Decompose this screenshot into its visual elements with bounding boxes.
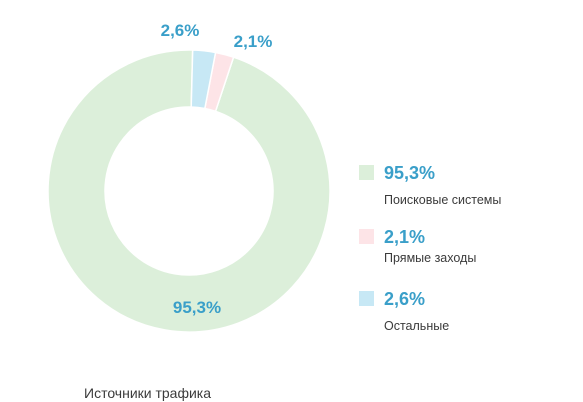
slice-search [47,49,331,333]
legend-label-other: Остальные [384,319,450,333]
donut-slice-labels: 95,3% 2,1% 2,6% [161,21,273,317]
legend-item-direct: 2,1% Прямые заходы [357,226,557,276]
legend-swatch-search [359,165,374,180]
legend-swatch-direct [359,229,374,244]
slice-label-other: 2,6% [161,21,200,40]
slice-direct [203,51,235,113]
slice-label-search: 95,3% [173,298,221,317]
legend-swatch-other [359,291,374,306]
legend-value-other: 2,6% [384,289,426,309]
donut-slices [47,49,331,333]
slice-other [190,49,217,110]
slice-label-direct: 2,1% [234,32,273,51]
legend-value-search: 95,3% [384,163,436,183]
legend-item-search: 95,3% Поисковые системы [357,162,557,212]
legend-value-direct: 2,1% [384,227,426,247]
legend-label-search: Поисковые системы [384,193,502,207]
legend-item-other: 2,6% Остальные [357,288,557,338]
legend-label-direct: Прямые заходы [384,251,477,265]
chart-title: Источники трафика [84,385,212,401]
